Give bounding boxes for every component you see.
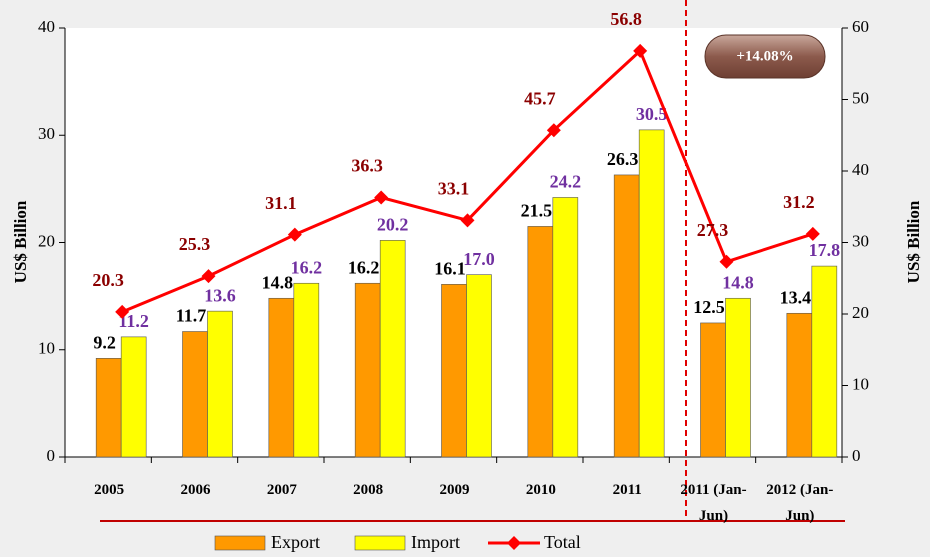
legend-label: Total	[544, 532, 581, 552]
data-label: 30.5	[636, 104, 668, 124]
y-tick-label: 20	[38, 231, 55, 250]
bar	[552, 197, 579, 458]
legend-label: Export	[271, 532, 320, 552]
data-label: 11.2	[118, 311, 149, 331]
legend-swatch	[214, 535, 266, 551]
y2-tick-label: 30	[852, 231, 869, 250]
data-label: 25.3	[179, 234, 211, 254]
data-label: 45.7	[524, 88, 556, 108]
bar	[354, 282, 381, 458]
y-tick-label: 30	[38, 124, 55, 143]
marker	[633, 43, 648, 58]
data-label: 13.6	[204, 285, 236, 305]
bar	[207, 310, 233, 458]
x-tick-label: 2009	[439, 482, 470, 498]
bar	[120, 336, 147, 458]
bar	[811, 265, 838, 458]
bar	[613, 174, 640, 458]
marker	[719, 254, 734, 269]
data-label: 31.2	[783, 192, 815, 212]
bar	[379, 240, 406, 458]
y-tick-label: 10	[38, 339, 55, 358]
x-tick-label: 2012 (Jan-Jun)	[766, 482, 834, 524]
bar	[527, 226, 554, 458]
data-label: 56.8	[610, 9, 642, 29]
marker	[460, 213, 475, 228]
data-label: 13.4	[780, 287, 812, 307]
bar	[268, 297, 295, 458]
x-tick-label: 2006	[180, 482, 211, 498]
x-tick-label: 2011 (Jan-Jun)	[680, 482, 747, 524]
marker	[201, 269, 216, 284]
x-tick-label: 2008	[353, 482, 384, 498]
y2-axis-label: US$ Billion	[904, 200, 923, 283]
marker	[805, 226, 820, 241]
legend-label: Import	[411, 532, 460, 552]
y-tick-label: 0	[47, 446, 56, 465]
y2-tick-label: 50	[852, 88, 869, 107]
y2-tick-label: 60	[852, 17, 869, 36]
data-label: 36.3	[351, 156, 383, 176]
bar	[638, 129, 665, 458]
x-tick-label: 2011	[612, 482, 642, 498]
y-axis-label: US$ Billion	[11, 200, 30, 283]
data-label: 16.1	[434, 258, 466, 278]
data-label: 11.7	[176, 306, 207, 326]
bar	[466, 274, 492, 458]
data-label: 14.8	[262, 272, 294, 292]
legend-swatch	[354, 535, 406, 551]
data-label: 9.2	[93, 332, 116, 352]
y2-tick-label: 20	[852, 303, 869, 322]
annotation-box	[704, 34, 826, 79]
annotation: +14.08%	[736, 48, 793, 64]
bar	[786, 312, 813, 458]
data-label: 17.8	[809, 240, 841, 260]
data-label: 20.3	[92, 270, 124, 290]
data-label: 16.2	[348, 257, 380, 277]
marker	[287, 227, 302, 242]
data-label: 33.1	[438, 178, 470, 198]
y2-tick-label: 40	[852, 160, 869, 179]
data-label: 21.5	[521, 201, 553, 221]
bar	[700, 322, 726, 458]
marker	[115, 304, 130, 319]
x-tick-label: 2007	[266, 482, 297, 498]
data-label: 16.2	[291, 257, 323, 277]
data-label: 14.8	[722, 272, 754, 292]
x-tick-label: 2005	[94, 482, 125, 498]
bar	[441, 284, 467, 458]
bar	[293, 282, 320, 458]
x-tick-label: 2010	[525, 482, 556, 498]
data-label: 31.1	[265, 193, 297, 213]
data-label: 26.3	[607, 149, 639, 169]
data-label: 20.2	[377, 214, 409, 234]
legend-swatch	[507, 536, 521, 550]
data-label: 24.2	[550, 172, 582, 192]
marker	[546, 123, 561, 138]
data-label: 27.3	[697, 220, 729, 240]
data-label: 17.0	[463, 249, 495, 269]
bar	[95, 358, 122, 458]
data-label: 12.5	[693, 297, 725, 317]
y2-tick-label: 10	[852, 374, 869, 393]
bar	[725, 297, 751, 458]
y-tick-label: 40	[38, 17, 55, 36]
bar	[182, 331, 208, 458]
y2-tick-label: 0	[852, 446, 861, 465]
marker	[374, 190, 389, 205]
